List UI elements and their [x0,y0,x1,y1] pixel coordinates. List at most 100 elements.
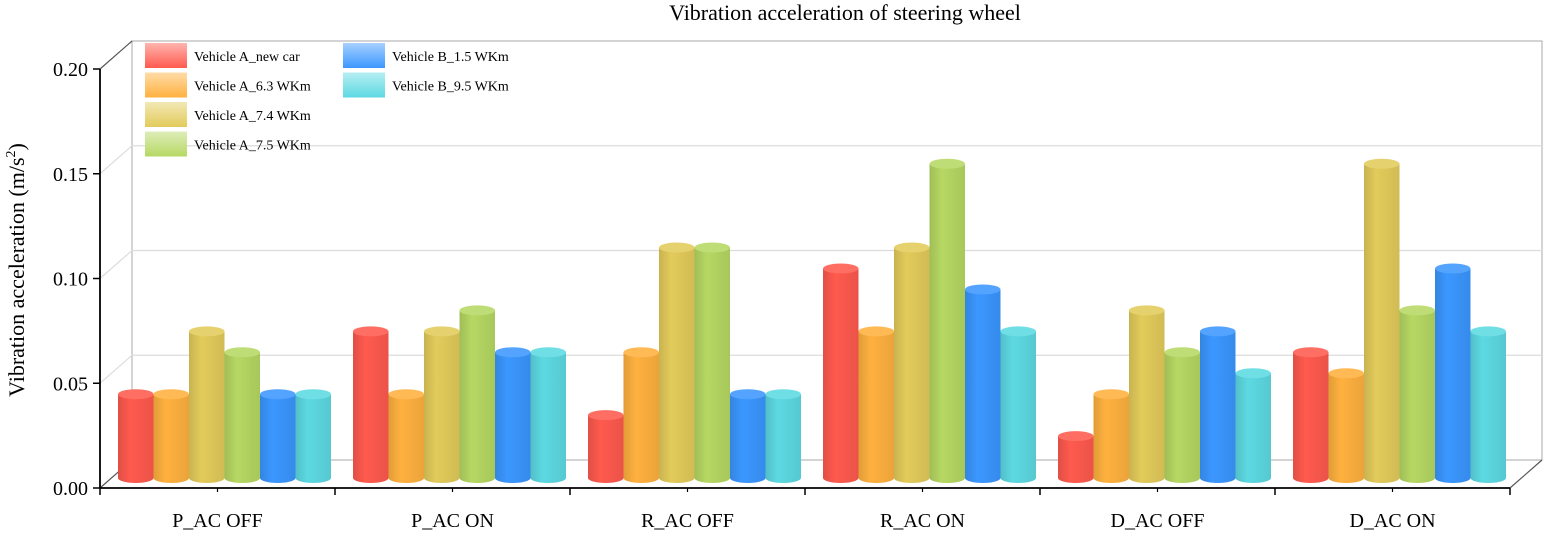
bar-body [224,352,260,483]
legend-label: Vehicle A_new car [194,50,300,65]
bar-body [1129,310,1165,483]
bar-top [858,326,894,337]
bar-4-1 [1093,389,1129,483]
bar-top [894,242,930,253]
legend-item-3: Vehicle A_7.5 WKm [145,131,311,157]
bar-body [858,331,894,483]
x-tick-label-3: R_AC ON [880,510,965,532]
bar-4-0 [1058,431,1094,483]
chart-title: Vibration acceleration of steering wheel [669,0,1021,25]
bar-top [1164,347,1200,358]
bar-top [260,389,296,400]
bar-body [388,394,424,483]
x-tick-label-1: P_AC ON [411,510,494,532]
bar-top [295,389,331,400]
bar-top [1000,326,1036,337]
bar-0-2 [189,326,225,483]
bar-5-0 [1293,347,1329,483]
legend-label: Vehicle B_9.5 WKm [392,80,509,95]
legend-swatch [343,72,385,98]
bar-body [1435,268,1471,483]
bar-body [1000,331,1036,483]
legend-swatch [145,72,187,98]
bar-2-4 [730,389,766,483]
bar-5-5 [1470,326,1506,483]
bar-1-3 [459,305,495,483]
bar-top [459,305,495,316]
x-tick-label-0: P_AC OFF [172,510,263,532]
bar-top [623,347,659,358]
legend-swatch [145,131,187,157]
y-tick-label-0: 0.00 [53,478,88,500]
x-tick-label-4: D_AC OFF [1111,510,1205,532]
grid-line-2 [99,249,1542,279]
bar-2-1 [623,347,659,483]
bar-body [588,415,624,483]
bar-5-2 [1364,158,1400,483]
bar-top [659,242,695,253]
bar-top [118,389,154,400]
floor-right-edge [1509,459,1543,489]
bar-body [1293,352,1329,483]
y-tick-label-1: 0.05 [53,373,88,395]
legend-label: Vehicle A_6.3 WKm [194,80,311,95]
bar-body [1058,436,1094,483]
legend-label: Vehicle A_7.5 WKm [194,139,311,154]
bar-5-4 [1435,263,1471,483]
bar-4-5 [1235,368,1271,483]
legend-swatch [145,43,187,68]
legend-item-1: Vehicle A_6.3 WKm [145,72,311,98]
bar-top [495,347,531,358]
legend-swatch [145,102,187,127]
grid-lines [99,145,1542,384]
bar-body [694,247,730,483]
bar-top [1470,326,1506,337]
bars [118,158,1506,483]
bar-4-4 [1200,326,1236,483]
bar-2-2 [659,242,695,483]
bar-4-3 [1164,347,1200,483]
bar-body [1093,394,1129,483]
y-tick-label-3: 0.15 [53,164,88,186]
x-tick-label-5: D_AC ON [1349,510,1435,532]
bar-3-5 [1000,326,1036,483]
bar-body [765,394,801,483]
y-tick-label-2: 0.10 [53,269,88,291]
bar-top [1293,347,1329,358]
grid-line-1 [99,354,1542,384]
y-axis-label: Vibration acceleration (m/s2) [4,143,29,397]
bar-5-3 [1399,305,1435,483]
bar-2-5 [765,389,801,483]
y-tick-label-4: 0.20 [53,59,88,81]
bar-top [189,326,225,337]
bar-top [1328,368,1364,379]
bar-top [1093,389,1129,400]
bar-3-1 [858,326,894,483]
bar-top [1058,431,1094,442]
bar-body [1399,310,1435,483]
bar-body [823,268,859,483]
side-wall-top-edge [99,40,133,70]
bar-body [530,352,566,483]
bar-top [530,347,566,358]
bar-top [765,389,801,400]
y-axis: 0.00 0.05 0.10 0.15 0.20 [53,59,101,500]
bar-3-0 [823,263,859,483]
bar-top [1235,368,1271,379]
x-axis: P_AC OFF P_AC ON R_AC OFF R_AC ON D_AC OFF D_… [99,487,1511,532]
bar-top [588,410,624,421]
bar-0-0 [118,389,154,483]
bar-2-0 [588,410,624,483]
bar-body [1364,163,1400,483]
bar-top [388,389,424,400]
bar-top [1435,263,1471,274]
bar-top [929,158,965,169]
bar-top [1129,305,1165,316]
legend: Vehicle A_new car Vehicle A_6.3 WKm Vehicl… [145,43,509,157]
bar-body [929,163,965,483]
bar-top [424,326,460,337]
bar-1-5 [530,347,566,483]
plot-walls [99,40,1543,489]
bar-body [623,352,659,483]
